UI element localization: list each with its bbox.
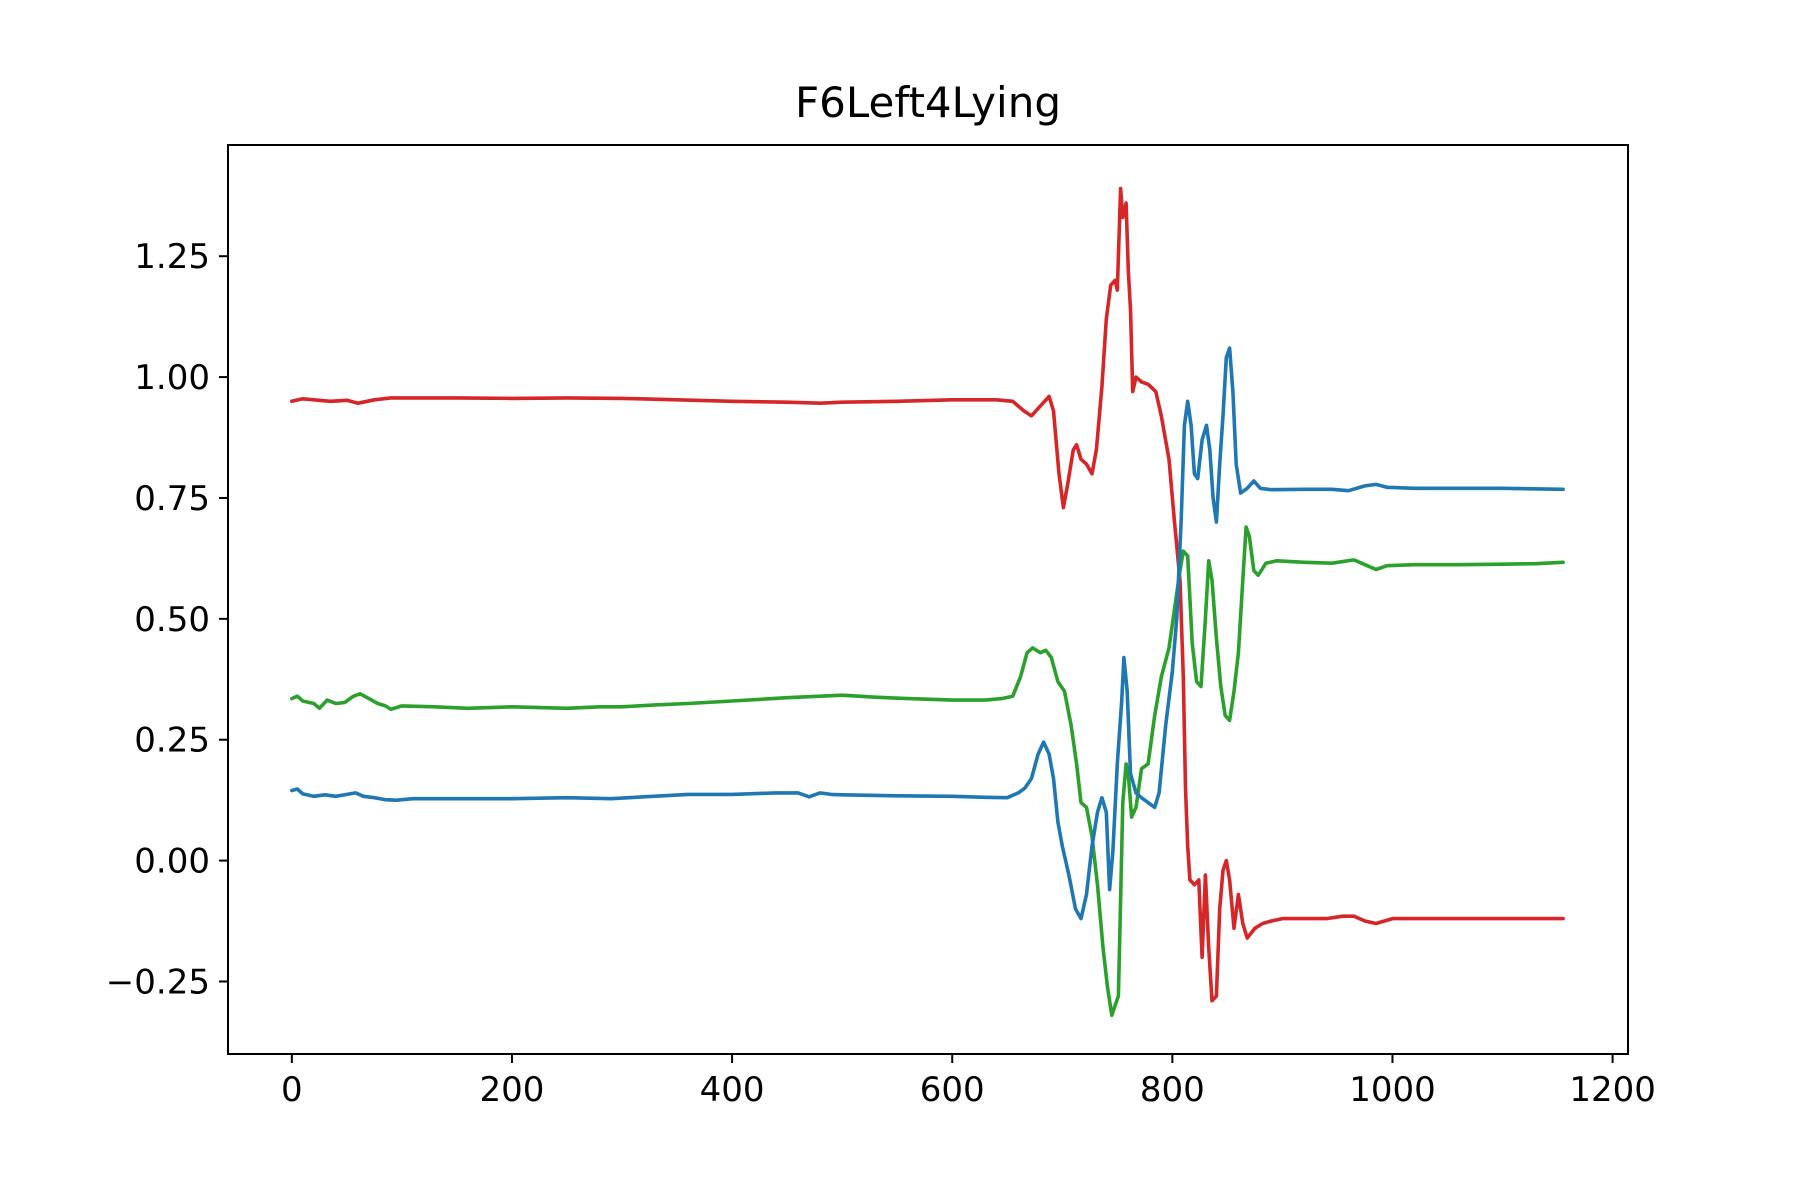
x-tick-label: 0 [281,1070,303,1110]
y-axis: −0.25 0.00 0.25 0.50 0.75 1.00 1.25 [106,237,228,1002]
series-layer [290,186,1565,1018]
y-tick-label: 0.75 [134,479,210,519]
x-tick-label: 200 [480,1070,545,1110]
y-tick-label: 0.25 [134,721,210,761]
series-line-3 [290,346,1565,921]
plot-area-frame [227,144,1629,1055]
x-tick-label: 400 [700,1070,765,1110]
x-axis: 0 200 400 600 800 1000 1200 [281,1054,1656,1110]
y-tick-label: 1.25 [134,237,210,277]
series-line-1 [290,186,1565,1003]
y-tick-label: 0.00 [134,842,210,882]
chart-title: F6Left4Lying [795,78,1061,127]
y-tick-label: −0.25 [106,962,210,1002]
x-tick-label: 600 [920,1070,985,1110]
x-tick-label: 1200 [1569,1070,1656,1110]
series-line-2 [290,525,1565,1018]
y-tick-label: 1.00 [134,358,210,398]
x-tick-label: 800 [1140,1070,1205,1110]
y-tick-label: 0.50 [134,600,210,640]
x-tick-label: 1000 [1349,1070,1436,1110]
